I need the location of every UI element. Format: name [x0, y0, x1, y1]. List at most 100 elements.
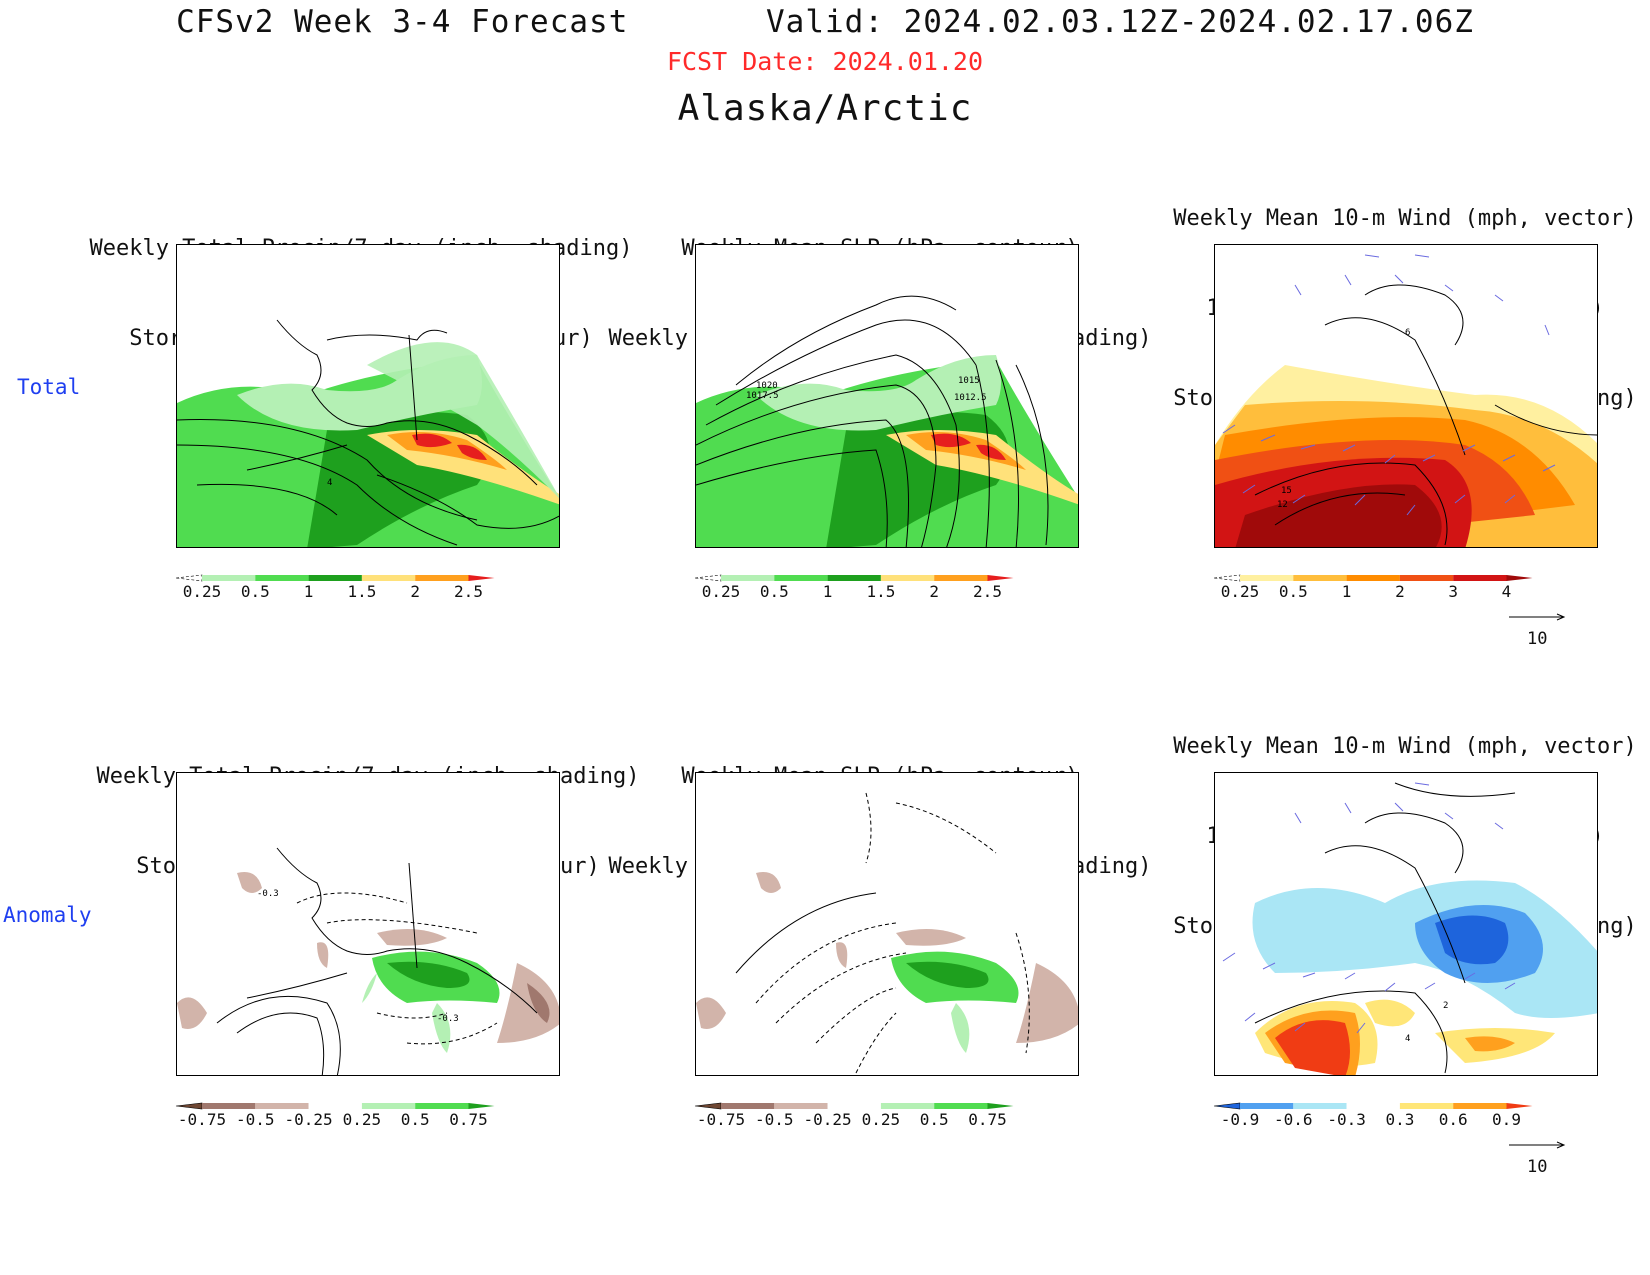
colorbar-tick-label: 0.6 [1438, 1110, 1468, 1129]
colorbar-segment [1399, 575, 1454, 581]
panel-title-line: Weekly Mean 10-m Wind (mph, vector) [1173, 206, 1637, 231]
colorbar-tick-label: 1.5 [347, 582, 377, 601]
colorbar-segment [1453, 575, 1507, 581]
colorbar-tick-label: 2 [1395, 582, 1405, 601]
contour-label: 1017.5 [746, 391, 779, 401]
colorbar-tick-label: 2.5 [454, 582, 483, 601]
colorbar-segment [1240, 1103, 1294, 1109]
slp-contours [696, 295, 1049, 547]
vector-reference-label: 10 [1527, 629, 1548, 649]
colorbar-swatches [175, 1102, 495, 1110]
colorbar-swatches [175, 574, 495, 582]
colorbar-tick-label: -0.3 [1327, 1110, 1366, 1129]
colorbar-low-triangle [175, 1102, 203, 1110]
colorbar-low-triangle [694, 1102, 722, 1110]
colorbar-high-triangle [468, 575, 495, 581]
vector-reference-arrow [1509, 613, 1566, 621]
wind-vectors [1222, 254, 1556, 516]
colorbar-swatches [1213, 574, 1533, 582]
contour-label: -0.3 [257, 889, 279, 899]
colorbar-segment [774, 1103, 828, 1109]
colorbar-tick-label: 0.5 [1278, 582, 1308, 601]
colorbar-swatches [694, 574, 1014, 582]
colorbar-segment [721, 1103, 775, 1109]
contour-label: 6 [1405, 328, 1410, 338]
colorbar-segment [880, 1103, 935, 1109]
colorbar-tick-label: -0.25 [284, 1110, 333, 1129]
colorbar-precip-anom-2: -0.75 -0.5 -0.25 0.25 0.5 0.75 [691, 1100, 1091, 1148]
colorbar-storm-total: 0.25 0.5 1 2 3 4 [1210, 572, 1610, 620]
colorbar-high-triangle [987, 575, 1014, 581]
colorbar-tick-label: 0.25 [342, 1110, 382, 1129]
storm-contours [177, 419, 559, 546]
colorbar-segment [361, 1103, 416, 1109]
wind-speed-contours [1254, 284, 1597, 546]
colorbar-low-triangle [1213, 1102, 1241, 1110]
colorbar-precip-total-1: 0.25 0.5 1 1.5 2 2.5 [172, 572, 572, 620]
precip-anomaly-shading [696, 872, 1078, 1053]
colorbar-tick-label: -0.75 [696, 1110, 746, 1129]
colorbar-tick-label: 2 [410, 582, 421, 601]
colorbar-tick-label: 0.5 [400, 1110, 430, 1129]
colorbar-segment [934, 575, 988, 581]
colorbar-tick-label: 0.5 [240, 582, 270, 601]
colorbar-tick-label: 1 [303, 582, 314, 601]
row-label-anomaly: Anomaly [3, 903, 92, 927]
colorbar-segment [415, 575, 469, 581]
contour-label: 12 [1277, 500, 1288, 510]
colorbar-tick-label: 0.25 [861, 1110, 901, 1129]
colorbar-segment [880, 575, 935, 581]
colorbar-segment [1346, 575, 1400, 581]
colorbar-tick-label: 0.5 [919, 1110, 949, 1129]
row-label-total: Total [17, 375, 81, 399]
colorbar-segment [1240, 575, 1294, 581]
map-total-precip: 4 [176, 244, 560, 548]
colorbar-tick-label: 0.25 [1220, 582, 1260, 601]
contour-label: 4 [1405, 1034, 1410, 1044]
wind-vectors [1222, 782, 1516, 1034]
map-total-slp: 1020 1017.5 1015 1012.5 [695, 244, 1079, 548]
colorbar-segment [308, 575, 362, 581]
map-total-wind: 6 15 12 [1214, 244, 1598, 548]
vector-reference-total: 10 [1507, 611, 1567, 651]
figure-title: CFSv2 Week 3-4 Forecast Valid: 2024.02.0… [176, 4, 1474, 40]
coastline [246, 847, 538, 1014]
vector-reference-anom: 10 [1507, 1139, 1567, 1179]
colorbar-tick-label: 1.5 [866, 582, 896, 601]
colorbar-tick-label: -0.25 [803, 1110, 852, 1129]
colorbar-tick-label: -0.5 [236, 1110, 275, 1129]
contour-label: 4 [327, 478, 332, 488]
panel-title-line: Weekly Mean 10-m Wind (mph, vector) [1173, 734, 1637, 759]
colorbar-segment [308, 1103, 362, 1109]
colorbar-tick-label: -0.6 [1274, 1110, 1313, 1129]
colorbar-segment [1453, 1103, 1507, 1109]
colorbar-tick-label: -0.5 [755, 1110, 794, 1129]
storm-shading [1215, 365, 1597, 547]
vector-reference-arrow [1509, 1141, 1566, 1149]
colorbar-low-triangle [175, 574, 203, 582]
colorbar-segment [934, 1103, 988, 1109]
colorbar-tick-label: 0.75 [968, 1110, 1007, 1129]
wind-speed-contours [1254, 782, 1516, 1074]
colorbar-segment [1293, 575, 1347, 581]
map-anom-slp [695, 772, 1079, 1076]
colorbar-tick-label: 0.9 [1492, 1110, 1521, 1129]
colorbar-tick-label: 0.75 [449, 1110, 488, 1129]
storm-anomaly-contours [216, 892, 498, 1075]
colorbar-tick-label: 4 [1501, 582, 1512, 601]
precip-shading [177, 342, 559, 547]
colorbar-tick-label: 0.3 [1385, 1110, 1415, 1129]
colorbar-precip-anom-1: -0.75 -0.5 -0.25 0.25 0.5 0.75 [172, 1100, 572, 1148]
colorbar-high-triangle [468, 1103, 495, 1109]
colorbar-high-triangle [1506, 575, 1533, 581]
vector-reference-label: 10 [1527, 1157, 1548, 1177]
colorbar-segment [827, 575, 881, 581]
colorbar-segment [774, 575, 828, 581]
colorbar-segment [827, 1103, 881, 1109]
colorbar-storm-anom: -0.9 -0.6 -0.3 0.3 0.6 0.9 [1210, 1100, 1610, 1148]
contour-label: 1012.5 [954, 393, 987, 403]
colorbar-low-triangle [694, 574, 722, 582]
contour-label: 15 [1281, 486, 1292, 496]
colorbar-tick-label: -0.75 [177, 1110, 227, 1129]
colorbar-precip-total-2: 0.25 0.5 1 1.5 2 2.5 [691, 572, 1091, 620]
